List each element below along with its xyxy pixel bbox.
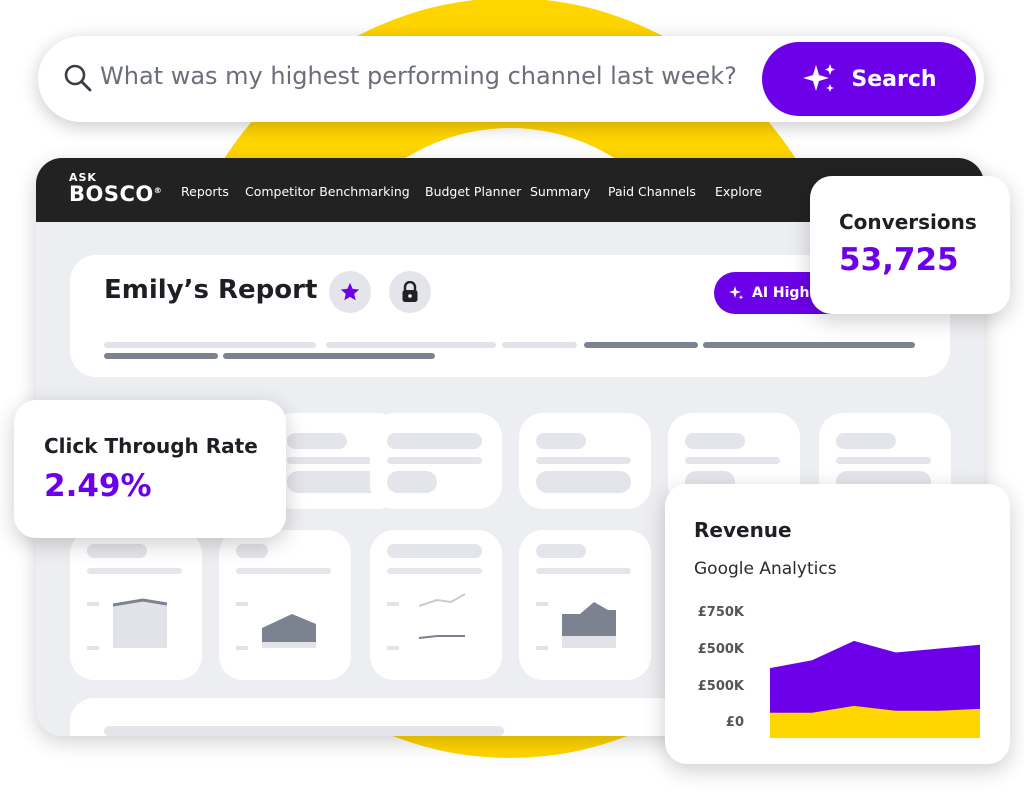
report-header-card: Emily’s Report AI Highlig xyxy=(70,255,950,377)
search-icon xyxy=(64,64,92,92)
revenue-chart xyxy=(770,640,980,738)
conversions-title: Conversions xyxy=(839,210,977,234)
nav-item-competitor-benchmarking[interactable]: Competitor Benchmarking xyxy=(245,184,410,199)
revenue-title: Revenue xyxy=(694,518,792,542)
nav-item-budget-planner[interactable]: Budget Planner xyxy=(425,184,522,199)
kpi-tile xyxy=(370,413,502,509)
kpi-tile xyxy=(519,413,651,509)
y-tick-label: £0 xyxy=(725,715,744,730)
placeholder-bar xyxy=(502,342,577,348)
search-button[interactable]: Search xyxy=(762,42,976,116)
favorite-button[interactable] xyxy=(329,271,371,313)
placeholder-bar xyxy=(104,353,218,359)
nav-item-summary[interactable]: Summary xyxy=(530,184,591,199)
sparkle-icon xyxy=(803,64,836,92)
search-input[interactable]: What was my highest performing channel l… xyxy=(100,62,737,90)
y-tick-label: £750K xyxy=(697,605,744,620)
conversions-value: 53,725 xyxy=(839,242,959,278)
ctr-card: Click Through Rate 2.49% xyxy=(14,400,286,538)
lock-button[interactable] xyxy=(389,271,431,313)
revenue-area-series-1 xyxy=(770,705,980,738)
placeholder-bar xyxy=(223,353,435,359)
revenue-card: Revenue Google Analytics £750K £500K £50… xyxy=(665,484,1010,764)
search-button-label: Search xyxy=(851,66,937,92)
placeholder-bar xyxy=(584,342,698,348)
revenue-subtitle: Google Analytics xyxy=(694,559,837,579)
chart-tile xyxy=(519,530,651,680)
chart-tile xyxy=(370,530,502,680)
y-tick-label: £500K xyxy=(697,679,744,694)
nav-item-reports[interactable]: Reports xyxy=(181,184,229,199)
ctr-title: Click Through Rate xyxy=(44,434,258,458)
conversions-card: Conversions 53,725 xyxy=(810,176,1010,314)
logo-top-text: ASK xyxy=(69,171,97,184)
nav-item-explore[interactable]: Explore xyxy=(715,184,762,199)
placeholder-bar xyxy=(703,342,915,348)
lock-icon xyxy=(402,281,418,302)
report-title: Emily’s Report xyxy=(104,275,318,305)
placeholder-bar xyxy=(104,342,316,348)
star-icon xyxy=(340,282,360,301)
logo-mark: ® xyxy=(153,186,163,195)
nav-item-paid-channels[interactable]: Paid Channels xyxy=(608,184,696,199)
placeholder-bar xyxy=(326,342,496,348)
chart-tile xyxy=(219,530,351,680)
ctr-value: 2.49% xyxy=(44,468,152,504)
sparkle-icon xyxy=(729,286,744,300)
chart-tile xyxy=(70,530,202,680)
y-tick-label: £500K xyxy=(697,642,744,657)
ai-highlights-label: AI Highlig xyxy=(752,285,830,301)
logo-main-text: BOSCO xyxy=(69,182,154,206)
search-bar[interactable]: What was my highest performing channel l… xyxy=(38,36,984,122)
logo[interactable]: ASK BOSCO® xyxy=(69,172,162,205)
